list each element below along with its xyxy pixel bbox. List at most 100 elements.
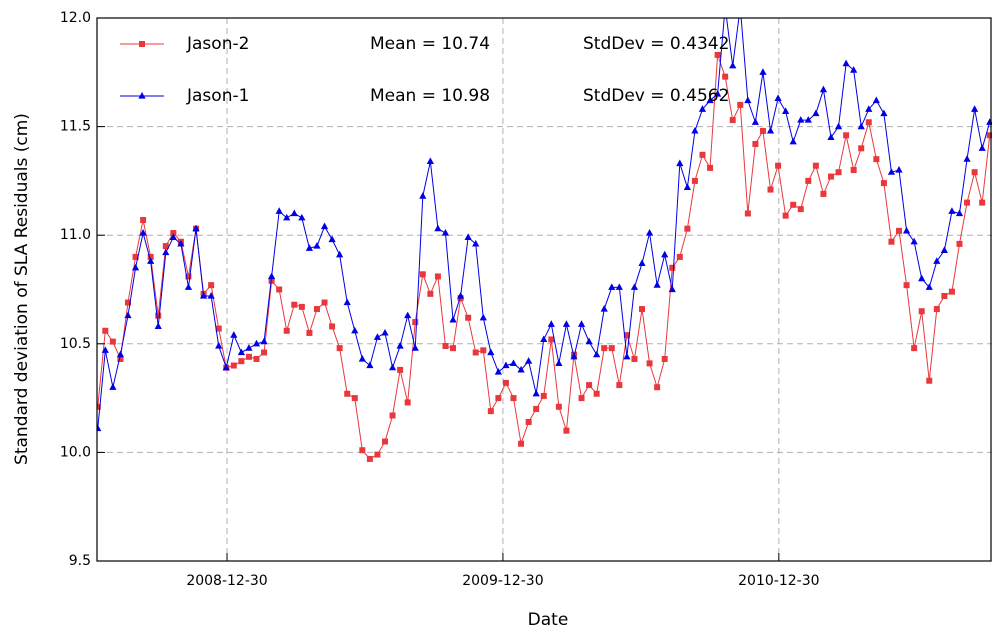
y-tick-label: 10.0 [60, 444, 91, 460]
data-point [305, 244, 314, 251]
data-point [654, 384, 661, 391]
data-point [253, 356, 260, 363]
data-point [940, 246, 948, 254]
data-point [124, 311, 132, 319]
data-point [170, 230, 177, 237]
data-point [933, 257, 941, 264]
data-point [638, 259, 646, 267]
data-point [948, 207, 956, 214]
data-point [487, 348, 495, 356]
data-point [238, 358, 245, 365]
data-point [586, 382, 593, 389]
data-point [215, 341, 223, 349]
data-point [910, 237, 918, 245]
data-point [684, 225, 691, 232]
data-point [842, 59, 850, 67]
data-point [737, 3, 744, 10]
x-axis-label: Date [528, 610, 569, 630]
legend-marker [139, 41, 145, 47]
data-point [450, 345, 457, 352]
data-point [699, 151, 706, 158]
legend-stat: StdDev = 0.4562 [583, 86, 729, 106]
data-point [804, 116, 812, 123]
data-point [887, 168, 896, 175]
data-point [140, 216, 147, 223]
data-point [645, 229, 654, 236]
data-point [434, 273, 441, 280]
data-point [131, 263, 140, 271]
data-point [585, 337, 593, 345]
data-point [132, 253, 139, 260]
data-point [895, 166, 903, 173]
data-point [820, 190, 827, 197]
data-point [896, 227, 903, 234]
data-point [388, 363, 397, 371]
data-point [540, 392, 547, 399]
data-point [283, 327, 290, 334]
data-point [124, 299, 131, 306]
data-point [427, 290, 434, 297]
legend-stat: Mean = 10.98 [370, 86, 490, 106]
data-point [714, 90, 722, 97]
legend-label: Jason-1 [186, 86, 249, 106]
data-point [397, 366, 404, 373]
data-point [752, 140, 759, 147]
data-point [525, 418, 532, 425]
data-point [722, 3, 729, 10]
data-point [623, 332, 630, 339]
y-axis-label: Standard deviation of SLA Residuals (cm) [12, 113, 32, 465]
data-point [351, 326, 359, 334]
data-point [502, 379, 509, 386]
data-point [275, 207, 283, 214]
data-point [533, 405, 540, 412]
data-point [979, 199, 986, 206]
data-point [109, 383, 117, 390]
data-point [480, 347, 487, 354]
data-point [691, 177, 698, 184]
data-point [495, 395, 502, 402]
data-point [472, 349, 479, 356]
data-point [925, 283, 933, 290]
legend-marker [138, 92, 146, 99]
data-point [155, 312, 162, 319]
data-point [676, 253, 683, 260]
data-point [941, 293, 948, 300]
data-point [358, 355, 366, 362]
data-point [237, 348, 245, 356]
data-point [963, 155, 971, 162]
data-point [101, 346, 109, 353]
data-point [759, 68, 767, 75]
data-point [759, 127, 766, 134]
data-point [661, 250, 669, 258]
data-point [328, 235, 336, 243]
data-point [472, 239, 480, 247]
data-point [329, 323, 336, 330]
data-point [494, 368, 502, 375]
data-point [964, 199, 971, 206]
data-point [639, 306, 646, 313]
data-point [509, 359, 518, 366]
data-point [872, 96, 880, 104]
data-point [404, 399, 411, 406]
data-point [918, 274, 926, 282]
data-point [116, 350, 125, 358]
y-tick-label: 9.5 [69, 553, 91, 569]
data-point [404, 311, 412, 319]
x-tick-label: 2008-12-30 [186, 573, 267, 589]
data-point [858, 145, 865, 152]
data-point [351, 395, 358, 402]
data-point [903, 282, 910, 289]
data-point [843, 132, 850, 139]
data-point [812, 109, 820, 117]
data-point [873, 156, 880, 163]
data-point [789, 137, 797, 145]
data-point [381, 328, 389, 336]
data-point [510, 395, 517, 402]
x-tick-label: 2009-12-30 [462, 573, 543, 589]
data-point [441, 229, 450, 236]
data-point [245, 344, 253, 351]
data-point [600, 305, 608, 312]
data-point [465, 314, 472, 321]
data-point [102, 327, 109, 334]
data-point [888, 238, 895, 245]
